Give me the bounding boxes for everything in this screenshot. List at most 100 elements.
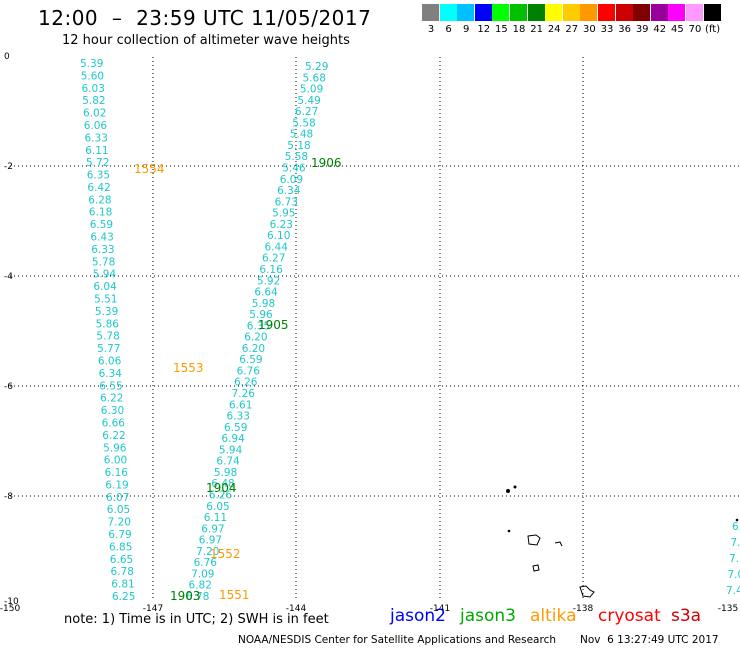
swh-value: 6.20 <box>242 343 265 355</box>
swh-value: 6.18 <box>89 207 112 219</box>
axis-labels: 0 -2 -4 -6 -8 -10-150 -147 -144 -141 -138 -135 <box>0 52 738 614</box>
lon-label: -147 <box>143 604 163 614</box>
island-2 <box>513 485 517 489</box>
swh-value: 5.96 <box>249 309 273 321</box>
island-4 <box>527 534 541 546</box>
legend-swatch <box>474 4 492 21</box>
swh-value: 6.16 <box>259 264 283 276</box>
swh-value: 6.00 <box>104 455 127 467</box>
swh-value: 6.03 <box>82 83 105 95</box>
altimeter-track-right: 5.295.685.095.496.275.585.485.185.585.46… <box>186 61 328 603</box>
legend-swatch <box>562 4 580 21</box>
legend-label: 42 <box>653 24 667 35</box>
legend-swatch <box>703 4 721 21</box>
lat-lon-grid <box>10 57 740 601</box>
swh-value: 6.61 <box>229 399 252 411</box>
pass-time-label: 1904 <box>206 481 237 495</box>
swh-value: 6.34 <box>277 185 301 197</box>
swh-value: 6.33 <box>85 132 108 144</box>
swh-value: 7.20 <box>196 546 219 558</box>
altimeter-track-left: 5.395.606.035.826.026.066.336.115.726.35… <box>80 58 135 603</box>
legend-label: 9 <box>463 24 470 35</box>
swh-value: 6.19 <box>105 479 128 491</box>
swh-value: 7.26 <box>232 388 256 400</box>
pass-time-label: 1553 <box>173 361 204 375</box>
pass-time-label: 1554 <box>134 162 165 176</box>
swh-value: 5.49 <box>297 95 320 107</box>
lon-label: -144 <box>286 604 307 614</box>
swh-value: 5.18 <box>287 140 310 152</box>
pass-time-label: 1903 <box>170 589 201 603</box>
legend-label: 33 <box>600 24 614 35</box>
swh-value: 6.05 <box>206 501 229 513</box>
swh-value: 6.43 <box>90 232 113 244</box>
generation-timestamp: Nov 6 13:27:49 UTC 2017 <box>580 634 719 646</box>
swh-value: 6.04 <box>93 281 117 293</box>
lat-label: -8 <box>4 492 13 502</box>
swh-value: 7.20 <box>108 517 131 529</box>
swh-value: 6.02 <box>83 108 106 120</box>
legend-swatch <box>545 4 563 21</box>
lat-label: -10 <box>4 597 19 607</box>
swh-value: 6.06 <box>84 120 108 132</box>
swh-value: 5.46 <box>282 163 306 175</box>
island-3 <box>507 529 511 533</box>
swh-value: 5.94 <box>93 269 117 281</box>
pass-time-label: 1552 <box>210 547 241 561</box>
satellite-name: jason2 <box>390 606 446 626</box>
legend-swatch <box>439 4 457 21</box>
pass-time-label: 1905 <box>258 318 289 332</box>
legend-swatch <box>686 4 703 21</box>
swh-value: 5.98 <box>214 467 237 479</box>
swh-value: 6.82 <box>189 580 212 592</box>
swh-value: 6.78 <box>111 566 134 578</box>
legend-swatch <box>598 4 615 21</box>
swh-value: 6.94 <box>221 433 245 445</box>
swh-value: 5.58 <box>292 117 315 129</box>
lat-label: -4 <box>4 272 13 282</box>
swh-value: 5.95 <box>272 208 295 220</box>
swh-value: 5.60 <box>81 70 104 82</box>
swh-value: 6.85 <box>109 541 132 553</box>
swh-value: 6.79 <box>108 529 131 541</box>
swh-value: 6.34 <box>99 368 123 380</box>
swh-value: 6.42 <box>87 182 110 194</box>
legend-label: 15 <box>495 24 508 35</box>
pass-time-label: 1906 <box>311 156 342 170</box>
swh-value: 6.11 <box>204 512 227 524</box>
swh-value: 6.64 <box>254 287 278 299</box>
swh-value: 6.22 <box>102 430 125 442</box>
legend-label: 36 <box>618 24 631 35</box>
swh-value: 5.77 <box>97 343 120 355</box>
swh-value: 5.78 <box>96 331 119 343</box>
map-title: 12:00 – 23:59 UTC 11/05/2017 <box>38 6 372 30</box>
island-7 <box>579 585 595 598</box>
swh-value: 6.22 <box>100 393 123 405</box>
swh-value: 6.35 <box>87 170 110 182</box>
lat-label: 0 <box>4 52 10 62</box>
swh-value: 6.27 <box>262 253 285 265</box>
lat-label: -2 <box>4 162 13 172</box>
legend-label: 70 <box>688 24 702 35</box>
swh-value: 6.30 <box>101 405 124 417</box>
swh-value: 5.82 <box>82 95 105 107</box>
island-outlines <box>506 485 739 598</box>
swh-value: 6.27 <box>295 106 318 118</box>
satellite-name: jason3 <box>460 606 516 626</box>
legend-label: 6 <box>445 24 452 35</box>
swh-value: 6.59 <box>90 219 113 231</box>
swh-value: 6.74 <box>216 456 240 468</box>
credit-line: NOAA/NESDIS Center for Satellite Applica… <box>238 634 556 646</box>
legend-label: 18 <box>512 24 526 35</box>
swh-value: 6.59 <box>239 354 262 366</box>
swh-value: 5.94 <box>219 444 243 456</box>
swh-value: 5.39 <box>95 306 118 318</box>
swh-value: 5.09 <box>300 84 323 96</box>
swh-value: 6. <box>732 521 740 533</box>
island-1 <box>506 489 510 493</box>
swh-value: 6.44 <box>265 241 289 253</box>
swh-value: 5.51 <box>94 294 117 306</box>
swh-value: 6.10 <box>267 230 290 242</box>
satellite-name: altika <box>530 606 577 626</box>
